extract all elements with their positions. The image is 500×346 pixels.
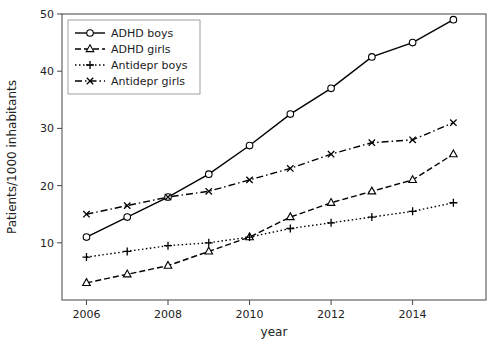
- y-axis-label: Patients/1000 inhabitants: [5, 80, 19, 234]
- y-tick: [57, 242, 62, 243]
- legend-symbol: [86, 61, 94, 69]
- x-tick: [168, 300, 169, 305]
- plot-frame: [62, 14, 486, 300]
- data-point: [206, 188, 212, 194]
- legend-label: ADHD girls: [111, 43, 171, 56]
- data-point: [369, 54, 376, 61]
- data-point: [409, 207, 417, 215]
- x-tick-label: 2006: [72, 308, 100, 321]
- data-point: [164, 261, 172, 268]
- y-tick-label: 30: [40, 122, 54, 135]
- data-point: [449, 199, 457, 207]
- data-point: [123, 247, 131, 255]
- data-point: [409, 39, 416, 46]
- series-line: [86, 203, 453, 257]
- data-point: [205, 247, 213, 254]
- x-tick-label: 2012: [317, 308, 345, 321]
- legend-label: Antidepr boys: [111, 59, 188, 72]
- data-point: [246, 142, 253, 149]
- data-point: [82, 253, 90, 261]
- y-tick: [57, 14, 62, 15]
- x-tick-label: 2008: [154, 308, 182, 321]
- series-line: [86, 20, 453, 237]
- series-line: [86, 154, 453, 283]
- data-point: [409, 176, 417, 183]
- data-point: [246, 233, 254, 241]
- data-point: [164, 242, 172, 250]
- data-point: [287, 213, 295, 220]
- y-tick-label: 50: [40, 8, 54, 21]
- x-tick: [86, 300, 87, 305]
- data-point: [287, 165, 293, 171]
- legend-box: [68, 20, 200, 94]
- data-point: [287, 111, 294, 118]
- y-tick-label: 20: [40, 180, 54, 193]
- data-point: [83, 211, 89, 217]
- data-point: [450, 16, 457, 23]
- data-point: [369, 140, 375, 146]
- data-point: [368, 187, 376, 194]
- data-point: [124, 202, 130, 208]
- x-tick-label: 2010: [236, 308, 264, 321]
- data-point: [83, 234, 90, 241]
- legend-symbol: [87, 30, 94, 37]
- data-point: [165, 194, 172, 201]
- y-tick: [57, 71, 62, 72]
- data-point: [327, 199, 335, 206]
- legend-symbol: [87, 78, 93, 84]
- legend-symbol: [86, 45, 94, 52]
- chart: 2006 2008 2010 2012 2014 10 20 30 40 50 year Patien…: [0, 0, 500, 346]
- data-point: [286, 225, 294, 233]
- x-tick-label: 2014: [399, 308, 427, 321]
- data-point: [124, 214, 131, 221]
- data-point: [450, 150, 458, 157]
- data-point: [328, 85, 335, 92]
- data-point: [450, 119, 456, 125]
- data-point: [368, 213, 376, 221]
- legend: ADHD boys ADHD girls Antidepr boys Antidepr…: [68, 20, 200, 94]
- data-point: [205, 171, 212, 178]
- y-tick: [57, 128, 62, 129]
- x-axis-label: year: [261, 325, 288, 339]
- legend-label: Antidepr girls: [111, 75, 185, 88]
- y-tick: [57, 185, 62, 186]
- x-tick: [331, 300, 332, 305]
- data-point: [123, 270, 131, 277]
- data-point: [205, 239, 213, 247]
- series-line: [86, 123, 453, 215]
- x-tick: [412, 300, 413, 305]
- legend-label: ADHD boys: [111, 27, 173, 40]
- data-point: [165, 194, 171, 200]
- data-point: [246, 177, 252, 183]
- data-point: [83, 279, 91, 286]
- y-tick-label: 40: [40, 65, 54, 78]
- data-point: [409, 137, 415, 143]
- data-point: [327, 219, 335, 227]
- data-point: [328, 151, 334, 157]
- x-tick: [249, 300, 250, 305]
- y-tick-label: 10: [40, 237, 54, 250]
